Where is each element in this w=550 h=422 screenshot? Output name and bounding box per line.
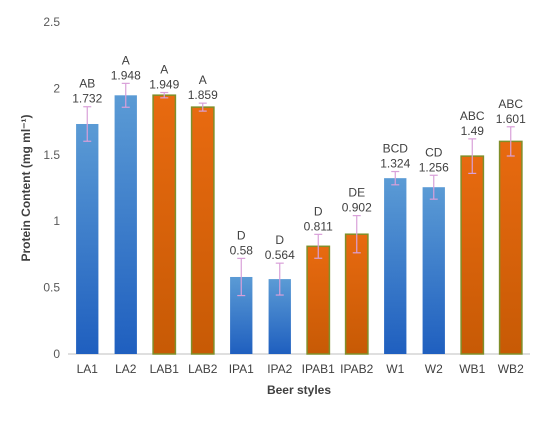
data-label: 1.256: [419, 160, 449, 174]
bar-LAB2: [190, 106, 215, 355]
x-tick-label: WB1: [459, 362, 485, 376]
data-label: 1.324: [380, 157, 410, 171]
significance-letter: AB: [79, 77, 95, 91]
significance-letter: DE: [348, 186, 365, 200]
value-labels-group: 1.732 1.948 1.949 1.859 0.58 0.564 0.811 0.902 1…: [72, 68, 526, 262]
significance-letter: BCD: [383, 142, 409, 156]
bars-group: [76, 94, 523, 355]
significance-letter: D: [314, 204, 323, 218]
x-tick-label: LAB2: [188, 362, 218, 376]
error-bar: [160, 91, 169, 99]
significance-letter: ABC: [460, 109, 485, 123]
data-label: 1.49: [461, 124, 485, 138]
error-bar: [352, 215, 361, 254]
data-label: 0.564: [265, 248, 295, 262]
error-bars-group: [83, 82, 515, 297]
y-axis-title: Protein Content (mg ml⁻¹): [19, 115, 33, 262]
x-axis-title: Beer styles: [267, 383, 331, 397]
data-label: 0.811: [304, 219, 333, 233]
error-bar: [275, 262, 284, 296]
bar-W2: [422, 187, 445, 354]
x-tick-label: W1: [386, 362, 404, 376]
y-tick-label: 2: [53, 81, 60, 95]
error-bar: [468, 138, 477, 174]
error-bar: [506, 126, 515, 157]
data-label: 1.949: [149, 78, 179, 92]
error-bar: [391, 170, 400, 186]
significance-letter: A: [199, 73, 207, 87]
bar-IPA1: [230, 276, 253, 354]
x-tick-label: IPAB2: [340, 362, 373, 376]
data-label: 0.902: [342, 201, 372, 215]
significance-letters-group: AB A A A D D D DE BCD CD ABC ABC: [79, 53, 523, 247]
data-label: 1.859: [188, 88, 218, 102]
error-bar: [314, 233, 323, 259]
x-tick-label: IPA2: [267, 362, 292, 376]
bar-WB1: [460, 155, 485, 355]
x-tick-label: W2: [425, 362, 443, 376]
bar-LAB1: [152, 94, 177, 355]
bar-W1: [384, 178, 407, 354]
data-label: 1.948: [111, 68, 141, 82]
x-tick-label: IPA1: [229, 362, 254, 376]
bar-LA1: [76, 123, 99, 354]
y-tick-label: 1: [53, 214, 60, 228]
significance-letter: ABC: [498, 97, 523, 111]
data-label: 1.732: [72, 92, 102, 106]
y-tick-label: 1.5: [43, 148, 60, 162]
y-axis-ticks: 0 0.5 1 1.5 2 2.5: [43, 15, 60, 361]
significance-letter: CD: [425, 145, 443, 159]
error-bar: [237, 257, 246, 297]
y-tick-label: 0.5: [43, 281, 60, 295]
x-tick-label: IPAB1: [302, 362, 335, 376]
data-label: 0.58: [230, 243, 254, 257]
x-tick-label: LAB1: [150, 362, 180, 376]
error-bar: [83, 106, 92, 142]
significance-letter: D: [237, 228, 246, 242]
x-tick-label: LA2: [115, 362, 137, 376]
error-bar: [121, 82, 130, 108]
y-tick-label: 2.5: [43, 15, 60, 29]
bar-WB2: [498, 140, 523, 355]
bar-IPAB1: [306, 245, 331, 355]
significance-letter: A: [122, 53, 130, 67]
error-bar: [429, 174, 438, 200]
y-tick-label: 0: [53, 347, 60, 361]
error-bar: [198, 102, 207, 112]
significance-letter: D: [275, 233, 284, 247]
bar-IPA2: [268, 279, 291, 354]
significance-letter: A: [160, 63, 168, 77]
bar-LA2: [114, 95, 137, 354]
x-axis-categories: LA1 LA2 LAB1 LAB2 IPA1 IPA2 IPAB1 IPAB2 W1 W2 WB1 W…: [77, 362, 525, 376]
x-tick-label: LA1: [77, 362, 99, 376]
data-label: 1.601: [496, 112, 526, 126]
x-tick-label: WB2: [498, 362, 524, 376]
